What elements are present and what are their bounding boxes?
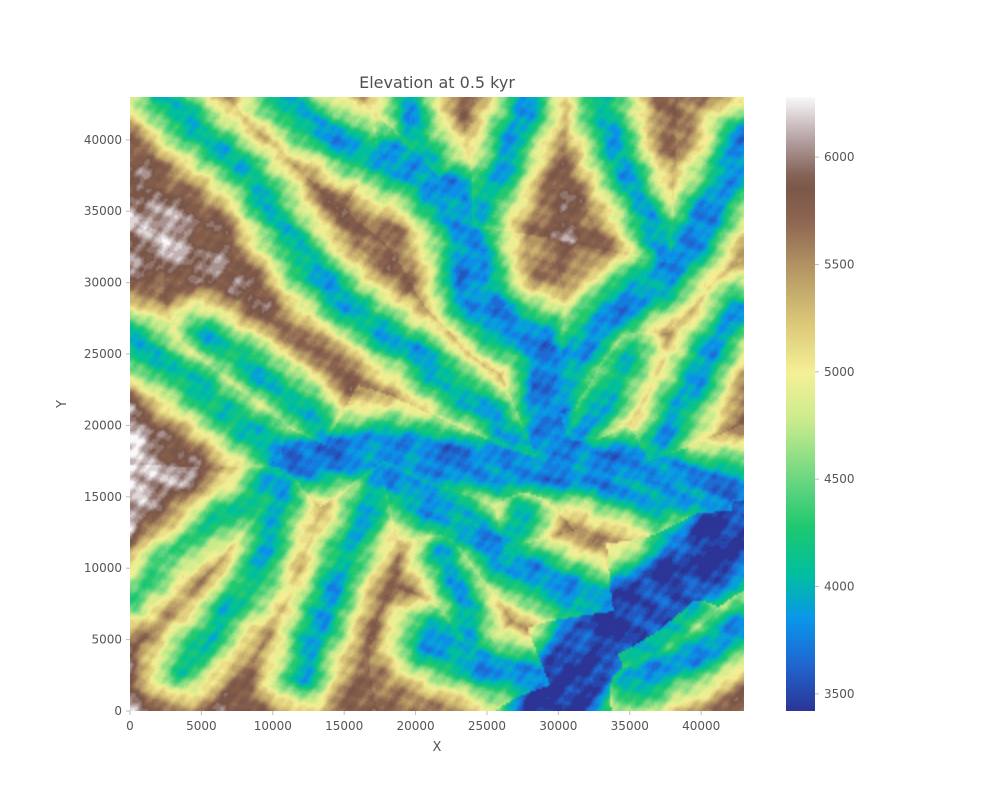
y-tick-label: 20000 [84,418,122,432]
colorbar-tick-label: 4000 [824,579,855,593]
y-tick-label: 35000 [84,204,122,218]
x-tick-label: 20000 [396,719,434,733]
y-tick-label: 30000 [84,276,122,290]
y-tick-label: 15000 [84,490,122,504]
x-tick-label: 35000 [611,719,649,733]
x-tick-label: 10000 [254,719,292,733]
y-tick-label: 0 [114,704,122,718]
x-tick-label: 25000 [468,719,506,733]
x-axis: 0 5000 10000 15000 20000 25000 30000 35000 40000 [126,711,720,733]
y-tick-label: 10000 [84,561,122,575]
chart-title: Elevation at 0.5 kyr [359,73,515,92]
heatmap-surface [130,97,744,711]
colorbar [786,97,815,711]
x-tick-label: 5000 [186,719,217,733]
colorbar-tick-label: 5500 [824,257,855,271]
colorbar-tick-label: 6000 [824,150,855,164]
colorbar-tick-label: 4500 [824,472,855,486]
x-tick-label: 30000 [539,719,577,733]
y-axis: 0 5000 10000 15000 20000 25000 30000 35000 40000 [84,133,130,718]
y-tick-label: 40000 [84,133,122,147]
y-tick-label: 5000 [91,633,122,647]
y-axis-label: Y [55,400,70,409]
x-tick-label: 40000 [682,719,720,733]
x-tick-label: 15000 [325,719,363,733]
colorbar-tick-label: 3500 [824,687,855,701]
colorbar-ticks: 3500 4000 4500 5000 5500 6000 [815,150,855,701]
colorbar-tick-label: 5000 [824,365,855,379]
x-tick-label: 0 [126,719,134,733]
x-axis-label: X [433,740,442,755]
y-tick-label: 25000 [84,347,122,361]
